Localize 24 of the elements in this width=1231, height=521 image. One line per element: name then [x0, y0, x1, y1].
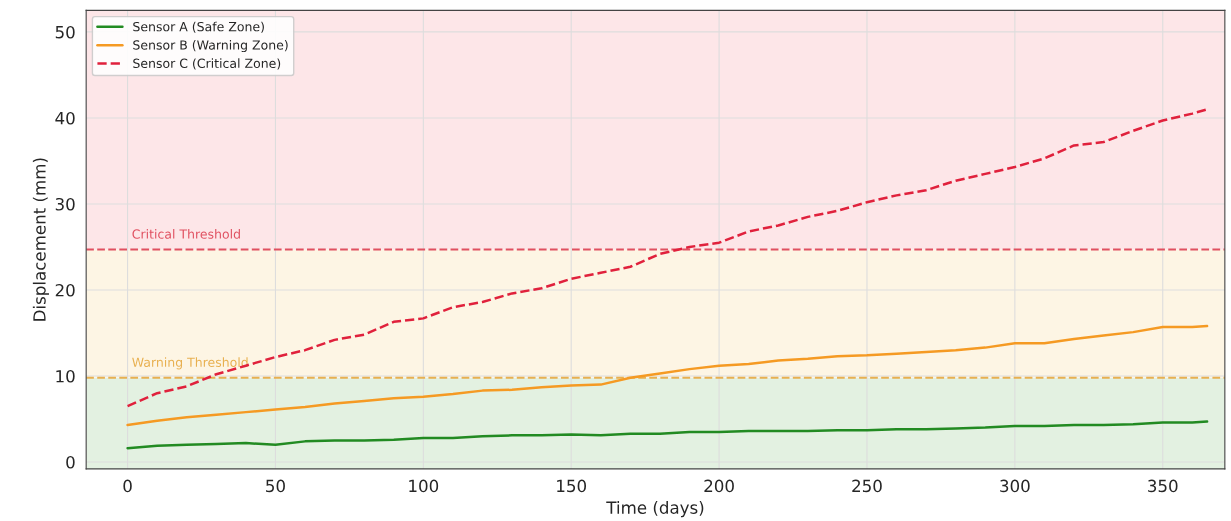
line-series	[126, 324, 1209, 427]
legend-label: Sensor B (Warning Zone)	[133, 40, 288, 53]
legend-label: Sensor C (Critical Zone)	[133, 58, 281, 70]
ref-line-label: Warning Threshold	[132, 357, 248, 370]
x-tick-label: 100	[409, 479, 439, 493]
y-tick-label: 0	[66, 455, 75, 469]
y-tick-label: 20	[55, 283, 75, 297]
x-tick-label: 0	[123, 479, 132, 493]
y-tick-label: 50	[55, 25, 75, 39]
x-tick-label: 250	[852, 479, 882, 493]
y-tick-label: 30	[55, 197, 75, 211]
x-axis-title: Time (days)	[606, 501, 704, 518]
legend-label: Sensor A (Safe Zone)	[133, 21, 264, 33]
x-tick-label: 350	[1148, 479, 1178, 493]
line-series	[126, 420, 1209, 450]
x-tick-label: 50	[266, 479, 285, 493]
y-axis-title: Displacement (mm)	[32, 158, 49, 321]
ref-line-label: Critical Threshold	[132, 229, 240, 239]
y-tick-label: 10	[56, 369, 75, 383]
line-series	[126, 108, 1209, 408]
y-tick-label: 40	[55, 111, 75, 125]
x-tick-label: 200	[704, 479, 734, 493]
x-tick-label: 300	[1000, 479, 1030, 493]
x-tick-label: 150	[557, 479, 587, 493]
